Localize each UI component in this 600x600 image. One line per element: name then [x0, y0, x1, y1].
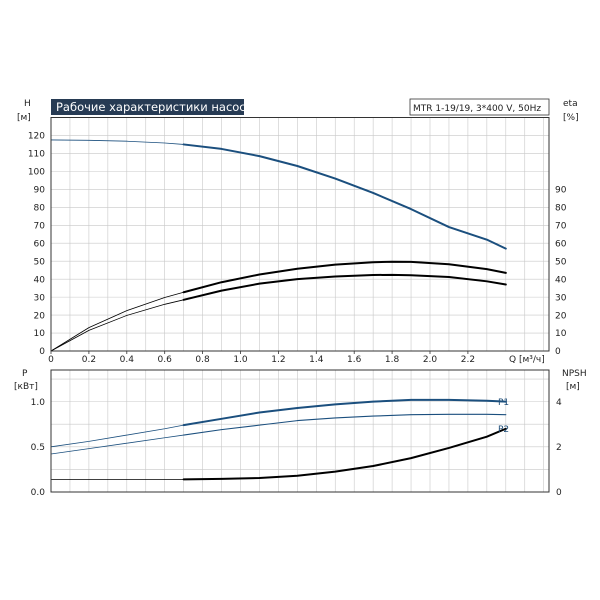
p1-curve-label: P1 — [498, 398, 509, 408]
tick-label: 0.6 — [158, 355, 173, 365]
top-x-tick-labels: 0 0.2 0.4 0.6 0.8 1.0 1.2 1.4 1.6 1.8 2.0 2.2 — [48, 351, 475, 365]
tick-label: 1.6 — [347, 355, 362, 365]
bottom-right-tick-labels: 0 2 4 — [556, 398, 562, 498]
bottom-series-1-curve — [183, 413, 507, 436]
tick-label: 0.0 — [31, 488, 46, 498]
h-axis-label: H — [24, 99, 31, 109]
tick-label: 30 — [34, 293, 46, 303]
p2-curve-label: P2 — [498, 425, 509, 435]
tick-label: 10 — [555, 329, 567, 339]
top-series-1-curve — [182, 260, 507, 294]
bottom-panel-frame — [50, 369, 550, 493]
bottom-series-2-curve — [182, 427, 507, 481]
tick-label: 80 — [34, 204, 46, 214]
tick-label: 2 — [556, 443, 562, 453]
tick-label: 1.0 — [233, 355, 248, 365]
eta-axis-unit: [%] — [563, 113, 579, 123]
tick-label: 2.2 — [461, 355, 475, 365]
tick-label: 0 — [39, 347, 45, 357]
top-panel-frame — [50, 117, 550, 352]
tick-label: 0.5 — [31, 443, 45, 453]
q-axis-label: Q [м³/ч] — [509, 355, 545, 365]
tick-label: 2.0 — [423, 355, 438, 365]
tick-label: 40 — [555, 275, 567, 285]
tick-label: 20 — [34, 311, 46, 321]
bottom-panel-grid — [50, 370, 549, 493]
tick-label: 20 — [555, 311, 567, 321]
top-series-2-curve — [182, 273, 507, 301]
pump-info-box — [409, 98, 550, 116]
tick-label: 120 — [28, 132, 45, 142]
bottom-left-tick-labels: 0.0 0.5 1.0 — [31, 398, 46, 498]
tick-label: 110 — [28, 150, 45, 160]
tick-label: 0 — [555, 347, 561, 357]
tick-label: 0 — [556, 488, 562, 498]
tick-label: 40 — [34, 275, 46, 285]
p-axis-unit: [кВт] — [14, 382, 38, 392]
tick-label: 0.4 — [120, 355, 135, 365]
h-axis-unit: [м] — [17, 113, 31, 123]
tick-label: 90 — [555, 186, 567, 196]
top-right-tick-labels: 0 10 20 30 40 50 60 70 80 90 — [555, 186, 567, 358]
eta-axis-label: eta — [563, 99, 578, 109]
tick-label: 1.0 — [31, 398, 46, 408]
top-series-2-extension — [50, 299, 184, 352]
bottom-series-0-extension — [50, 424, 184, 448]
bottom-panel-series — [50, 398, 507, 481]
p-axis-label: P — [22, 369, 28, 379]
top-series-1-extension — [50, 291, 184, 352]
tick-label: 60 — [555, 239, 567, 249]
tick-label: 90 — [34, 186, 46, 196]
tick-label: 4 — [556, 398, 562, 408]
tick-label: 0.8 — [195, 355, 210, 365]
tick-label: 1.2 — [271, 355, 285, 365]
bottom-series-0-curve — [182, 398, 507, 427]
chart-title: Рабочие характеристики насоса — [56, 100, 253, 114]
tick-label: 0.2 — [82, 355, 96, 365]
tick-label: 30 — [555, 293, 567, 303]
tick-label: 60 — [34, 239, 46, 249]
tick-label: 10 — [34, 329, 46, 339]
tick-label: 1.4 — [309, 355, 324, 365]
bottom-series-1-extension — [50, 434, 184, 455]
tick-label: 100 — [28, 168, 45, 178]
pump-info: MTR 1-19/19, 3*400 V, 50Hz — [413, 104, 541, 114]
npsh-axis-unit: [м] — [566, 382, 580, 392]
tick-label: 70 — [555, 221, 567, 231]
npsh-axis-label: NPSH — [562, 369, 587, 379]
chart-title-background — [51, 99, 244, 115]
top-series-0-curve — [182, 143, 507, 250]
tick-label: 50 — [555, 257, 567, 267]
top-panel-series — [50, 139, 507, 352]
tick-label: 0 — [48, 355, 54, 365]
tick-label: 70 — [34, 221, 46, 231]
tick-label: 80 — [555, 204, 567, 214]
top-series-0-extension — [50, 139, 184, 145]
top-left-tick-labels: 0 10 20 30 40 50 60 70 80 90 100 110 120 — [28, 132, 45, 358]
tick-label: 1.8 — [385, 355, 400, 365]
tick-label: 50 — [34, 257, 46, 267]
